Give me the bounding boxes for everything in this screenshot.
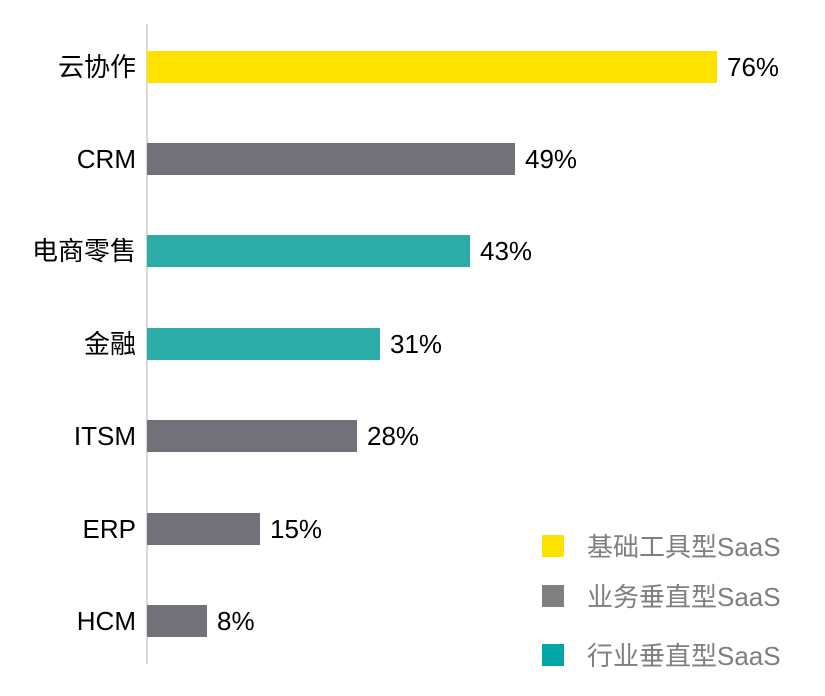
bar	[147, 143, 515, 175]
value-label: 15%	[270, 514, 323, 544]
bar	[147, 420, 357, 452]
legend-item: 业务垂直型SaaS	[542, 577, 781, 614]
legend-swatch	[542, 584, 564, 607]
bar	[147, 51, 717, 83]
legend-swatch	[542, 534, 564, 557]
value-label: 8%	[217, 606, 255, 636]
legend: 基础工具型SaaS 业务垂直型SaaS 行业垂直型SaaS	[542, 527, 781, 673]
legend-swatch	[542, 643, 564, 666]
category-label: HCM	[76, 606, 136, 636]
value-label: 43%	[480, 236, 533, 266]
value-label: 31%	[390, 329, 443, 359]
legend-item: 行业垂直型SaaS	[542, 636, 781, 673]
legend-item: 基础工具型SaaS	[542, 527, 781, 564]
value-label: 28%	[367, 421, 420, 451]
bar	[147, 605, 207, 637]
category-label: ERP	[82, 514, 136, 544]
category-label: CRM	[76, 144, 136, 174]
category-label: ITSM	[73, 421, 136, 451]
legend-label: 基础工具型SaaS	[587, 532, 781, 562]
value-label: 49%	[525, 144, 578, 174]
bar	[147, 328, 380, 360]
category-label: 电商零售	[31, 236, 136, 266]
category-label: 金融	[83, 329, 136, 359]
value-label: 76%	[727, 52, 780, 82]
legend-label: 行业垂直型SaaS	[587, 641, 781, 671]
legend-label: 业务垂直型SaaS	[587, 582, 781, 612]
bar	[147, 235, 470, 267]
bar	[147, 513, 260, 545]
category-label: 云协作	[57, 52, 136, 82]
